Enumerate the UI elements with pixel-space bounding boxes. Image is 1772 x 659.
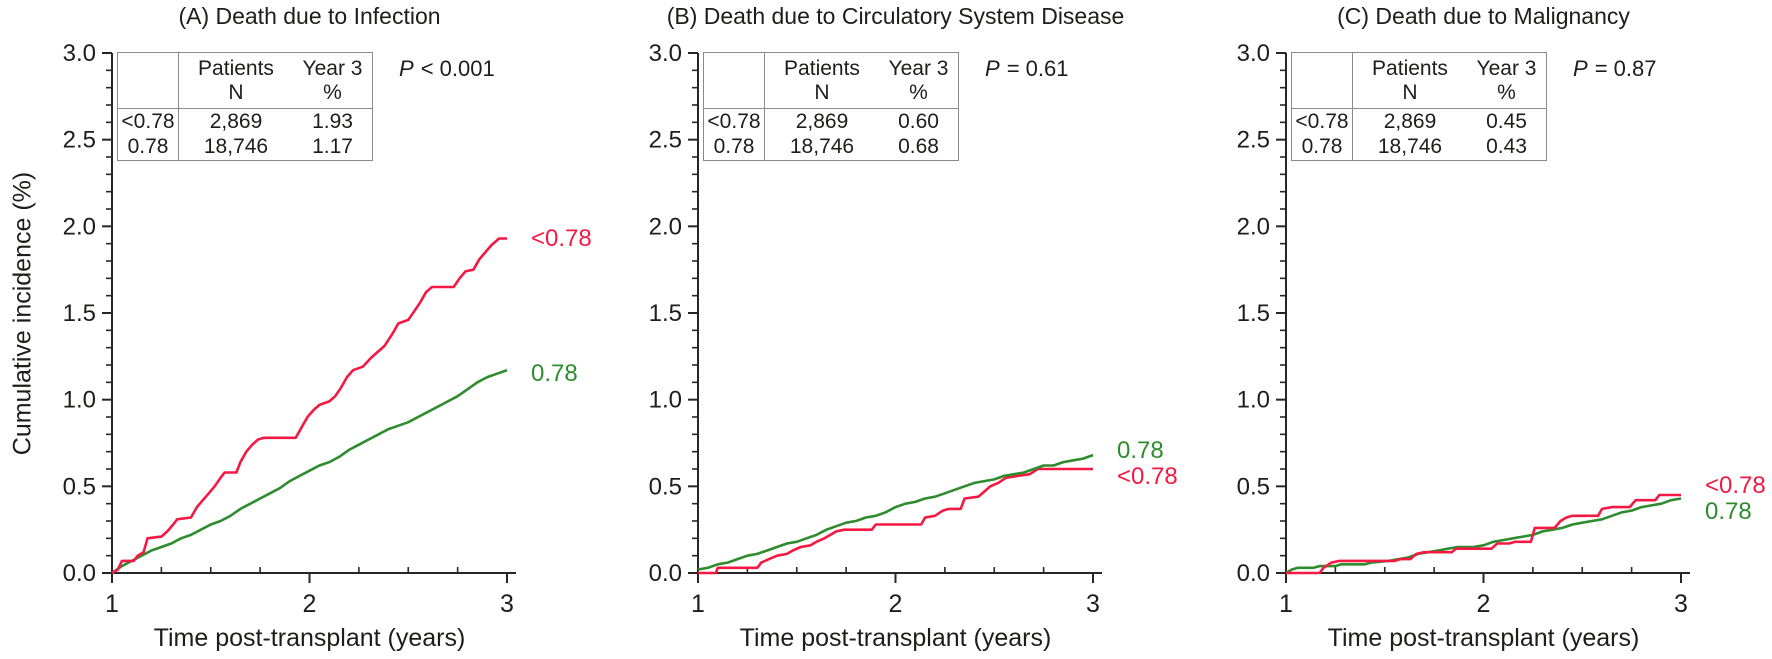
panel-title: (C) Death due to Malignancy: [1337, 3, 1630, 29]
group-cell: 0.78: [1291, 134, 1353, 161]
svg-text:2.0: 2.0: [1237, 213, 1270, 240]
table-row: 0.78 18,746 0.43: [1291, 134, 1547, 161]
header-patients-cell: Patients N: [1372, 56, 1448, 104]
svg-text:2: 2: [303, 590, 317, 618]
x-axis-title: Time post-transplant (years): [1327, 624, 1640, 652]
curve-label-078: 0.78: [531, 360, 578, 387]
panel-title: (B) Death due to Circulatory System Dise…: [666, 3, 1125, 29]
svg-text:1.5: 1.5: [63, 300, 96, 327]
svg-text:1.5: 1.5: [649, 300, 682, 327]
n-cell: 18,746: [203, 135, 269, 159]
header-patients-cell: Patients N: [784, 56, 860, 104]
curve-label-078: 0.78: [1705, 498, 1752, 525]
header-year3-cell: Year 3 %: [888, 56, 949, 104]
group-cell: <0.78: [117, 108, 179, 135]
svg-text:1: 1: [1279, 590, 1293, 618]
x-axis-title: Time post-transplant (years): [153, 624, 466, 652]
table-row: 0.78 18,746 1.17: [117, 134, 373, 161]
pct-cell: 0.45: [1486, 109, 1527, 133]
patients-summary-table: Patients N Year 3 % <0.78 2,869 0.60 0.7…: [703, 52, 959, 161]
n-cell: 2,869: [795, 109, 849, 133]
svg-text:3: 3: [1086, 590, 1100, 618]
svg-text:0.5: 0.5: [63, 473, 96, 500]
svg-text:2: 2: [889, 590, 903, 618]
header-patients-cell: Patients N: [198, 56, 274, 104]
p-relation: = 0.61: [1006, 56, 1069, 81]
header-group-cell: [703, 52, 765, 109]
panel-death-malignancy: (C) Death due to Malignancy 0.0 0.5 1.0 1.5…: [1174, 0, 1772, 659]
svg-text:0.0: 0.0: [649, 560, 682, 587]
pct-cell: 1.17: [312, 135, 353, 159]
curve-label-lt078: <0.78: [531, 225, 592, 252]
table-header-row: Patients N Year 3 %: [703, 52, 959, 109]
group-cell: 0.78: [703, 134, 765, 161]
svg-text:1.0: 1.0: [1237, 387, 1270, 414]
pct-cell: 0.43: [1486, 135, 1527, 159]
table-row: 0.78 18,746 0.68: [703, 134, 959, 161]
table-row: <0.78 2,869 0.45: [1291, 108, 1547, 135]
svg-text:1: 1: [105, 590, 119, 618]
svg-text:0.5: 0.5: [649, 473, 682, 500]
pct-cell: 1.93: [312, 109, 353, 133]
svg-text:2.0: 2.0: [649, 213, 682, 240]
svg-text:1.0: 1.0: [649, 387, 682, 414]
panel-title: (A) Death due to Infection: [178, 3, 441, 29]
pct-cell: 0.68: [898, 135, 939, 159]
group-cell: <0.78: [703, 108, 765, 135]
group-cell: <0.78: [1291, 108, 1353, 135]
table-header-row: Patients N Year 3 %: [1291, 52, 1547, 109]
svg-text:2.5: 2.5: [649, 127, 682, 154]
n-cell: 2,869: [209, 109, 263, 133]
curve-label-078: 0.78: [1117, 437, 1164, 464]
svg-text:0.0: 0.0: [63, 560, 96, 587]
panel-death-circulatory: (B) Death due to Circulatory System Dise…: [586, 0, 1184, 659]
svg-text:2: 2: [1477, 590, 1491, 618]
plot-area: 0.0 0.5 1.0 1.5 2.0 2.5 3.0 1 2 3: [649, 40, 1102, 618]
p-symbol: P: [1573, 56, 1588, 81]
n-cell: 18,746: [1377, 135, 1443, 159]
patients-summary-table: Patients N Year 3 % <0.78 2,869 0.45 0.7…: [1291, 52, 1547, 161]
x-axis-title: Time post-transplant (years): [739, 624, 1052, 652]
curve-label-lt078: <0.78: [1117, 463, 1178, 490]
svg-text:1.5: 1.5: [1237, 300, 1270, 327]
p-value-label: P = 0.87: [1573, 56, 1656, 82]
pct-cell: 0.60: [898, 109, 939, 133]
p-value-label: P = 0.61: [985, 56, 1068, 82]
p-symbol: P: [399, 56, 414, 81]
header-group-cell: [117, 52, 179, 109]
header-group-cell: [1291, 52, 1353, 109]
svg-text:2.5: 2.5: [63, 127, 96, 154]
svg-text:0.0: 0.0: [1237, 560, 1270, 587]
table-header-row: Patients N Year 3 %: [117, 52, 373, 109]
group-cell: 0.78: [117, 134, 179, 161]
header-year3-cell: Year 3 %: [302, 56, 363, 104]
table-row: <0.78 2,869 1.93: [117, 108, 373, 135]
svg-text:1: 1: [691, 590, 705, 618]
curve-label-lt078: <0.78: [1705, 472, 1766, 499]
n-cell: 18,746: [789, 135, 855, 159]
svg-text:2.0: 2.0: [63, 213, 96, 240]
plot-area: 0.0 0.5 1.0 1.5 2.0 2.5 3.0 1 2 3: [1237, 40, 1690, 618]
panel-death-infection: (A) Death due to Infection 0.0 0.5 1.0 1.5 2…: [0, 0, 598, 659]
header-year3-cell: Year 3 %: [1476, 56, 1537, 104]
svg-text:3.0: 3.0: [63, 40, 96, 67]
svg-text:3.0: 3.0: [1237, 40, 1270, 67]
p-symbol: P: [985, 56, 1000, 81]
svg-text:0.5: 0.5: [1237, 473, 1270, 500]
n-cell: 2,869: [1383, 109, 1437, 133]
plot-area: 0.0 0.5 1.0 1.5 2.0 2.5 3.0 1 2 3: [63, 40, 516, 618]
svg-text:3: 3: [500, 590, 514, 618]
p-relation: < 0.001: [420, 56, 495, 81]
p-value-label: P < 0.001: [399, 56, 495, 82]
p-relation: = 0.87: [1594, 56, 1657, 81]
svg-text:3: 3: [1674, 590, 1688, 618]
svg-text:3.0: 3.0: [649, 40, 682, 67]
svg-text:1.0: 1.0: [63, 387, 96, 414]
svg-text:2.5: 2.5: [1237, 127, 1270, 154]
table-row: <0.78 2,869 0.60: [703, 108, 959, 135]
patients-summary-table: Patients N Year 3 % <0.78 2,869 1.93 0.7…: [117, 52, 373, 161]
